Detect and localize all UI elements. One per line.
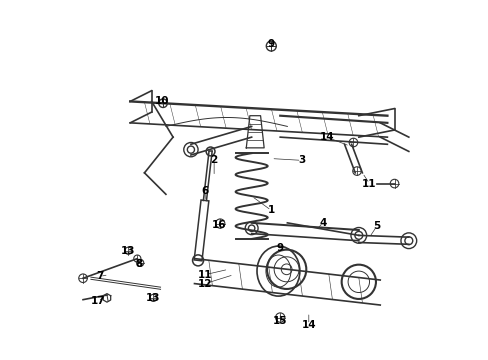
Text: 6: 6 [201,186,208,196]
Text: 8: 8 [135,259,142,269]
Text: 17: 17 [91,296,105,306]
Text: 10: 10 [155,96,169,107]
Text: 4: 4 [319,218,326,228]
Text: 14: 14 [319,132,333,142]
Text: 2: 2 [210,156,217,165]
Text: 3: 3 [297,156,305,165]
Text: 5: 5 [372,221,380,231]
Text: 13: 13 [146,293,161,303]
Text: 16: 16 [212,220,226,230]
Text: 1: 1 [267,205,274,215]
Text: 12: 12 [198,279,212,289]
Text: 14: 14 [301,320,315,330]
Text: 13: 13 [121,247,135,256]
Text: 11: 11 [362,179,376,189]
Text: 11: 11 [198,270,212,280]
Text: 9: 9 [276,243,283,253]
Text: 7: 7 [96,271,103,282]
Text: 15: 15 [272,316,287,326]
Text: 9: 9 [267,39,274,49]
